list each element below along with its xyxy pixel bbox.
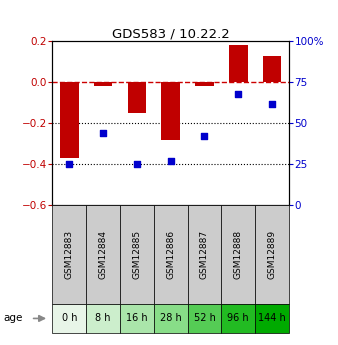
Text: GSM12883: GSM12883 — [65, 230, 74, 279]
Point — [202, 134, 207, 139]
Bar — [94, 82, 113, 87]
Bar — [128, 82, 146, 113]
Text: 96 h: 96 h — [227, 313, 249, 323]
Text: age: age — [3, 313, 23, 323]
Bar — [195, 82, 214, 87]
Bar — [263, 56, 281, 82]
Text: GSM12885: GSM12885 — [132, 230, 141, 279]
Bar — [60, 82, 78, 158]
Text: 28 h: 28 h — [160, 313, 182, 323]
Text: GSM12889: GSM12889 — [268, 230, 276, 279]
Text: GSM12886: GSM12886 — [166, 230, 175, 279]
Text: 144 h: 144 h — [258, 313, 286, 323]
Text: GSM12888: GSM12888 — [234, 230, 243, 279]
Point — [168, 158, 173, 164]
Text: 0 h: 0 h — [62, 313, 77, 323]
Text: 52 h: 52 h — [194, 313, 215, 323]
Point — [100, 130, 106, 136]
Text: GSM12887: GSM12887 — [200, 230, 209, 279]
Text: 8 h: 8 h — [95, 313, 111, 323]
Text: GSM12884: GSM12884 — [99, 230, 107, 279]
Title: GDS583 / 10.22.2: GDS583 / 10.22.2 — [112, 27, 230, 40]
Point — [236, 91, 241, 97]
Point — [67, 161, 72, 167]
Point — [269, 101, 275, 106]
Point — [134, 161, 140, 167]
Bar — [162, 82, 180, 140]
Bar — [229, 46, 247, 82]
Text: 16 h: 16 h — [126, 313, 148, 323]
